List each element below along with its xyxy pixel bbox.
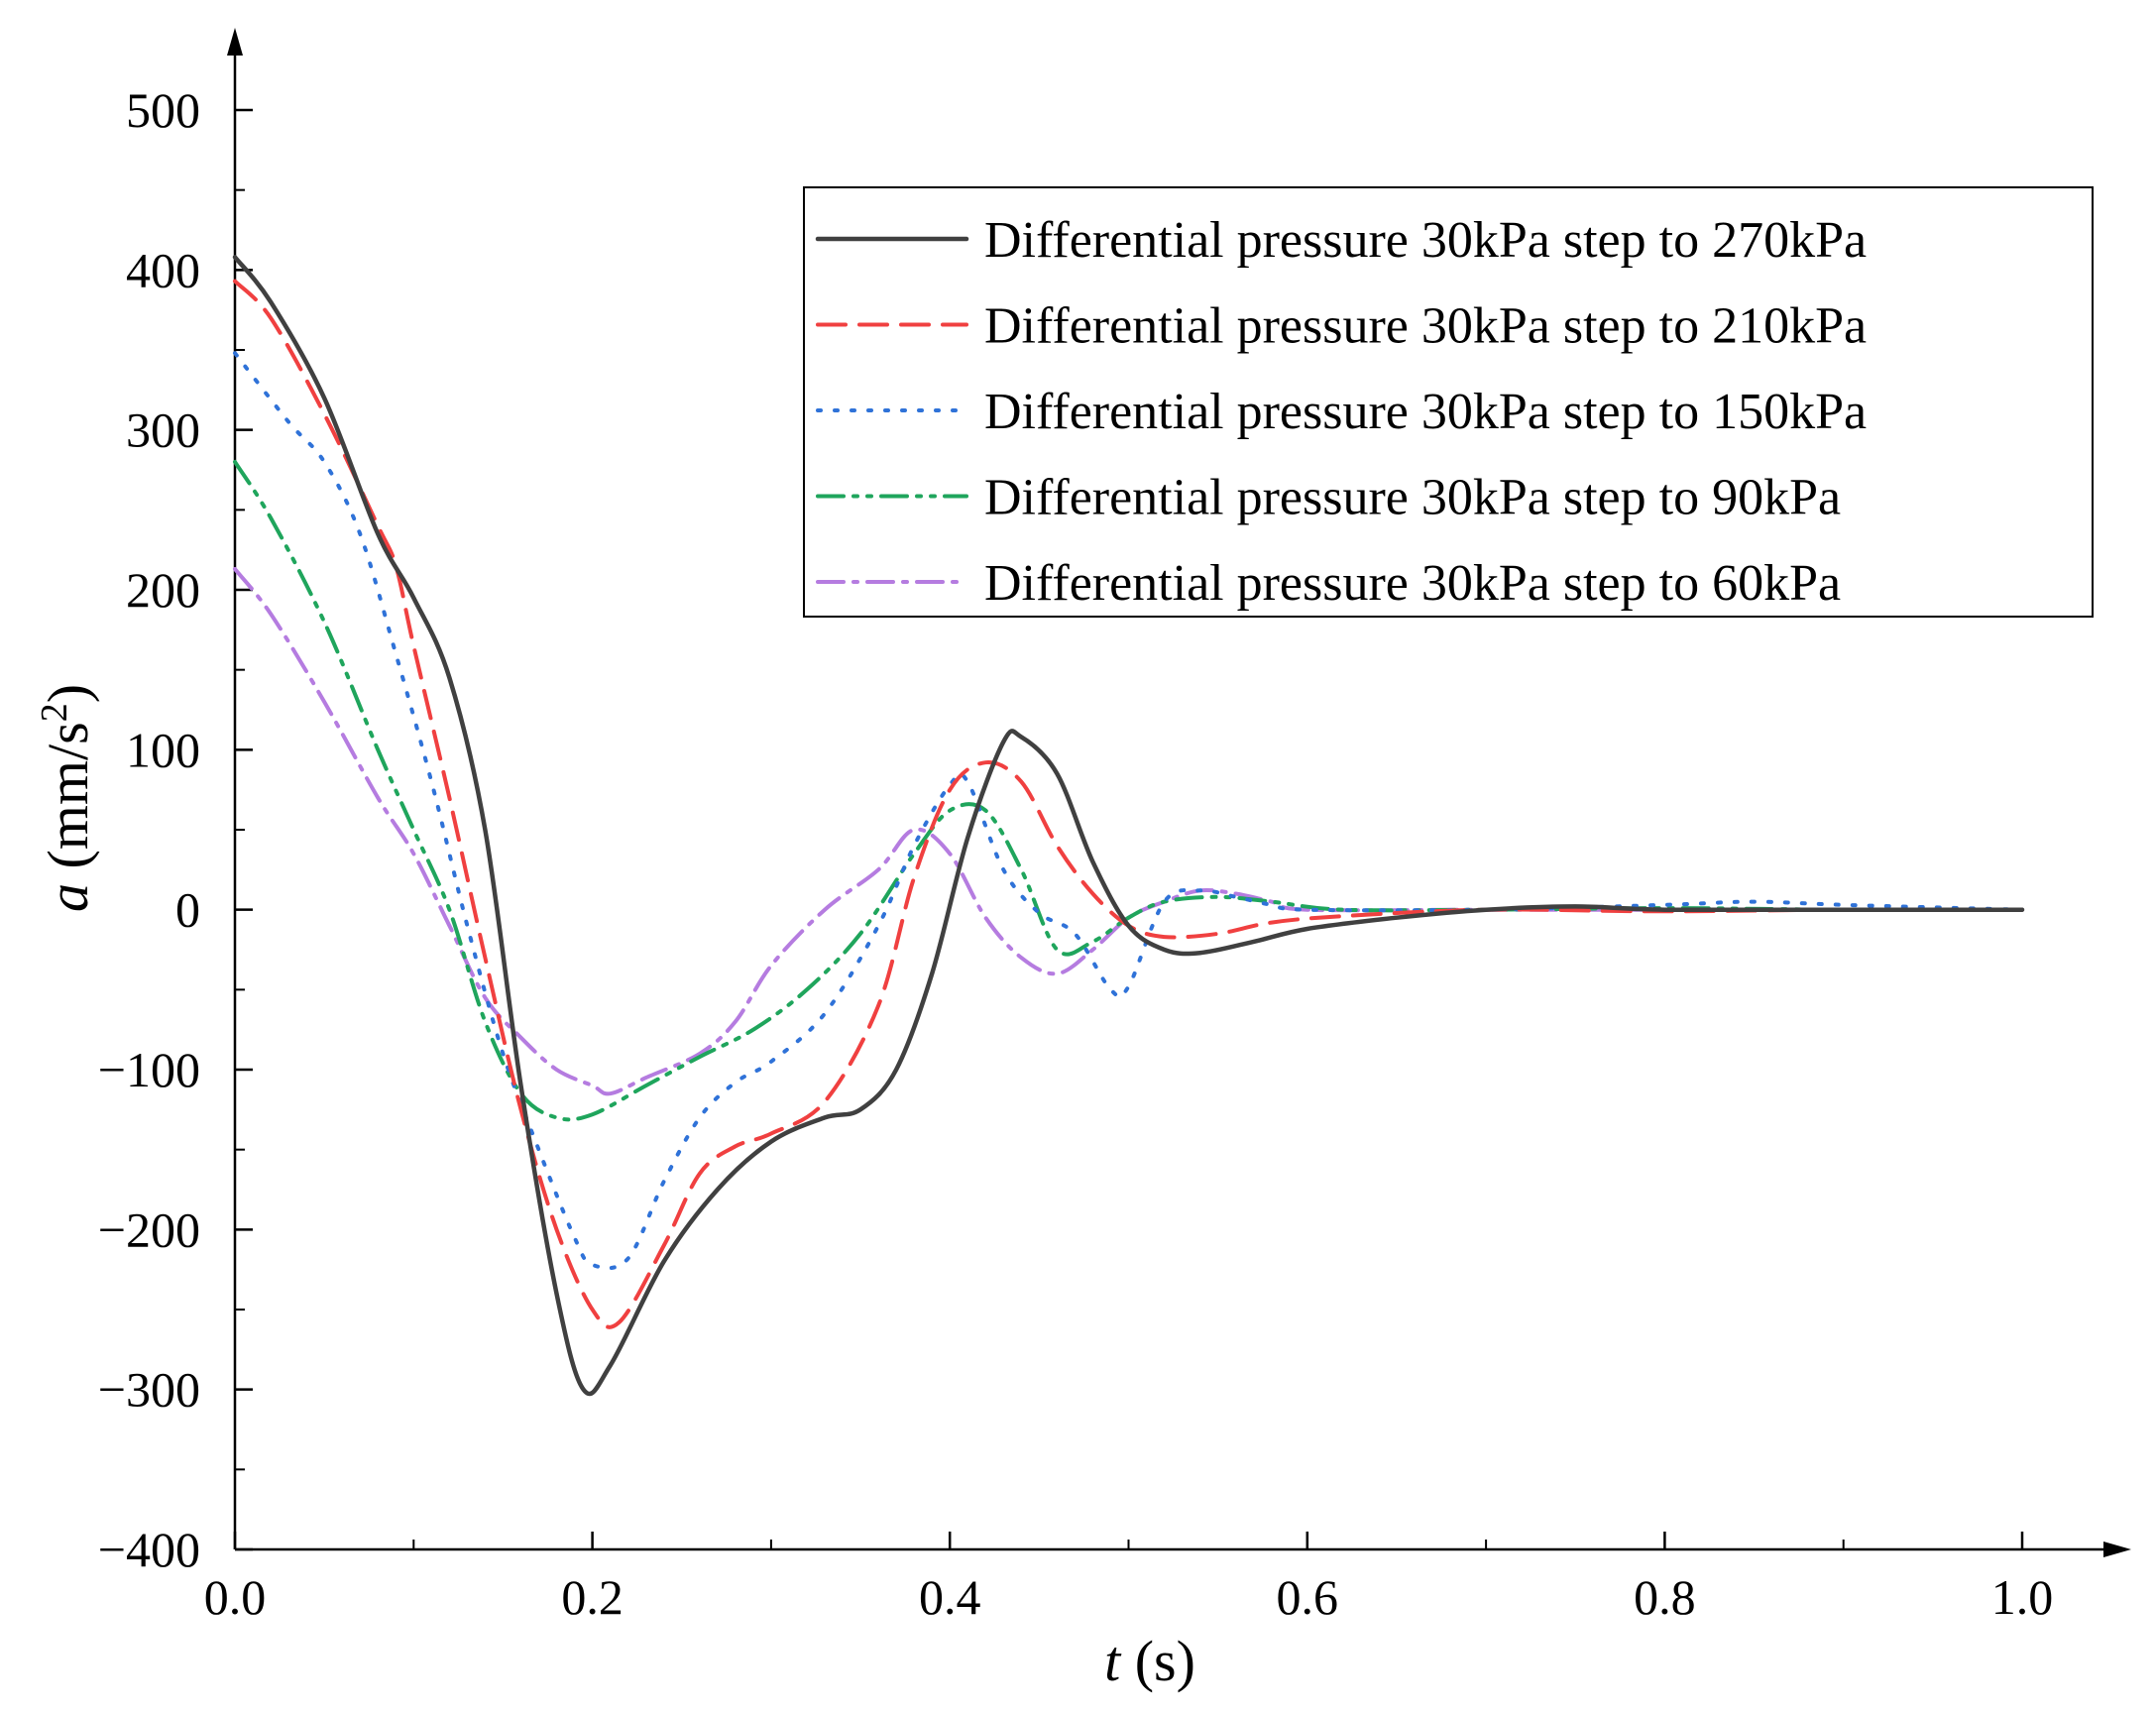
tick-labels: 0.0 0.2 0.4 0.6 0.8 1.0 −400 −300 −200 −100 0 100 20… [98,82,2053,1625]
y-axis-variable: a [36,883,100,912]
legend-label: Differential pressure 30kPa step to 90kP… [984,470,1841,526]
x-tick-label: 0.4 [919,1569,981,1625]
x-tick-label: 0.0 [204,1569,267,1625]
series-group [232,255,2025,1397]
y-axis-title: a (mm/s2) [34,684,100,912]
x-tick-label: 1.0 [1991,1569,2054,1625]
x-axis-arrow-icon [2103,1542,2131,1557]
y-tick-label: 300 [126,402,200,458]
y-axis-unit: (mm/s [36,722,100,883]
y-tick-label: 200 [126,562,200,618]
series-line [233,279,2024,1329]
legend-label: Differential pressure 30kPa step to 60kP… [984,555,1841,612]
x-axis-unit: (s) [1120,1629,1195,1693]
axes [227,28,2131,1557]
legend-label: Differential pressure 30kPa step to 270k… [984,212,1867,269]
y-tick-label: −200 [98,1201,200,1257]
legend: Differential pressure 30kPa step to 270k… [803,186,2094,618]
legend-box [803,186,2094,618]
x-axis-variable: t [1104,1629,1122,1693]
y-tick-label: −300 [98,1362,200,1418]
y-tick-label: −100 [98,1042,200,1097]
y-tick-label: −400 [98,1522,200,1577]
y-tick-label: 0 [175,882,200,938]
y-tick-label: 500 [126,82,200,138]
y-tick-label: 400 [126,242,200,297]
legend-label: Differential pressure 30kPa step to 210k… [984,298,1867,355]
y-tick-label: 100 [126,722,200,777]
legend-entries: Differential pressure 30kPa step to 270k… [815,212,1867,612]
y-axis-unit-exponent: 2 [34,703,75,722]
x-tick-label: 0.8 [1634,1569,1696,1625]
x-tick-label: 0.6 [1277,1569,1339,1625]
series-line [232,255,2025,1397]
series-line [233,459,2024,1122]
y-axis-arrow-icon [227,28,243,56]
ticks [233,108,2024,1551]
x-tick-label: 0.2 [561,1569,624,1625]
y-axis-unit-close: ) [36,684,100,703]
x-axis-title: t (s) [1104,1629,1195,1693]
legend-label: Differential pressure 30kPa step to 150k… [984,384,1867,440]
